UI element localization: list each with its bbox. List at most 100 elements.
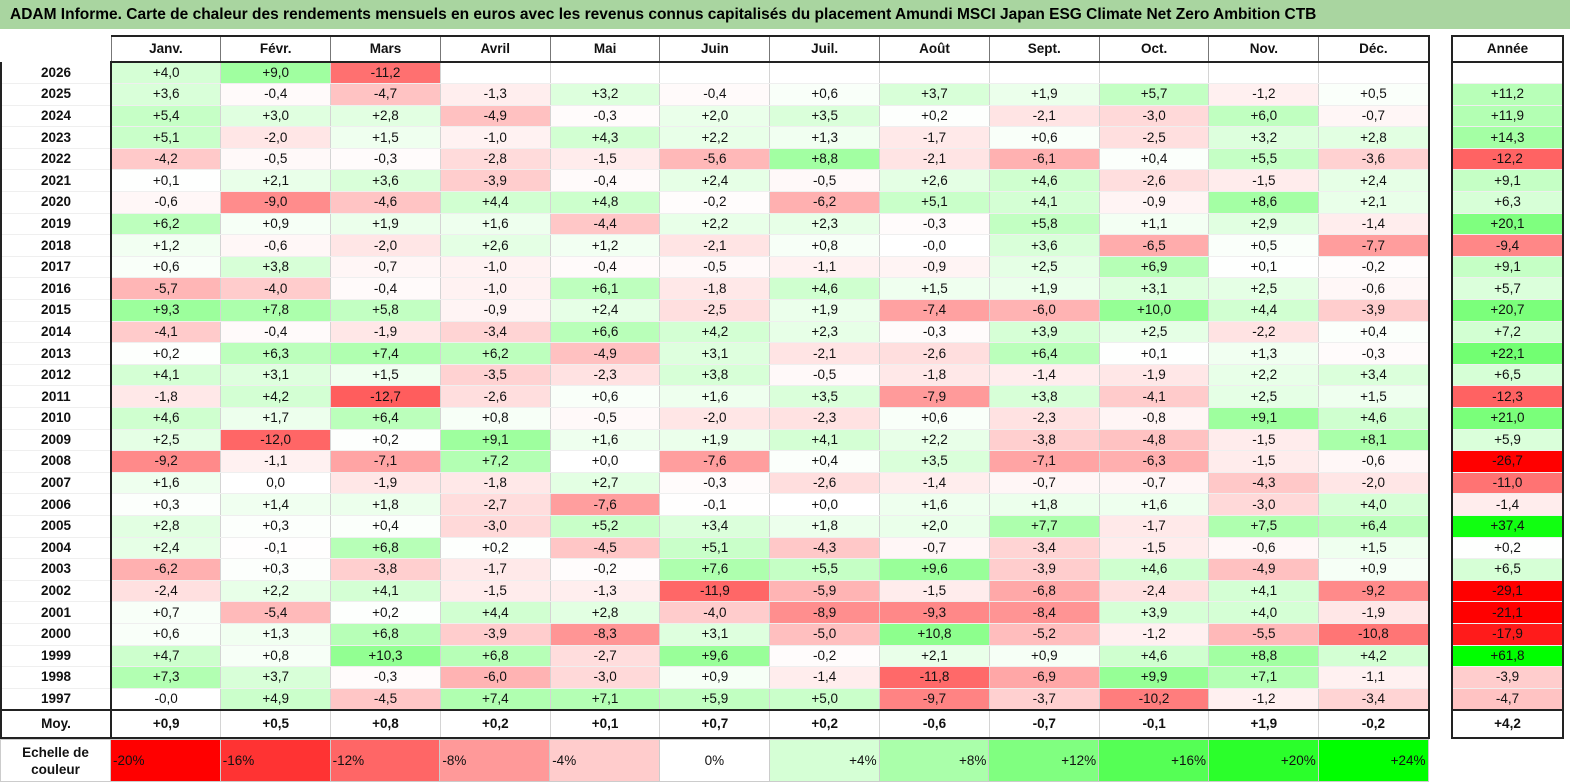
heat-cell-2024-aout: +0,2 xyxy=(879,105,990,128)
heat-cell-2026-juil xyxy=(769,62,881,85)
average-cell-mars: +0,8 xyxy=(330,708,441,739)
heat-cell-2001-aout: -9,3 xyxy=(879,601,990,624)
heat-cell-1999-oct: +4,6 xyxy=(1098,645,1210,668)
month-header-juil: Juil. xyxy=(769,35,881,63)
heat-cell-2020-dec: +2,1 xyxy=(1318,191,1430,214)
year-row-2016: 2016 -5,7 -4,0 -0,4 -1,0 +6,1 -1,8 +4,6 +1,5 +1,9… xyxy=(0,277,1430,301)
heat-cell-2005-juil: +1,8 xyxy=(769,515,881,538)
heat-cell-2008-juin: -7,6 xyxy=(659,450,771,473)
heat-cell-2021-juin: +2,4 xyxy=(659,169,771,193)
heat-cell-2022-juil: +8,8 xyxy=(769,148,881,171)
heat-cell-2020-mai: +4,8 xyxy=(549,191,661,214)
heat-cell-2001-fevr: -5,4 xyxy=(220,601,332,624)
heat-cell-2002-dec: -9,2 xyxy=(1318,580,1430,603)
heat-cell-2002-avril: -1,5 xyxy=(439,580,551,603)
heat-cell-1997-oct: -10,2 xyxy=(1098,688,1210,711)
heat-cell-2022-juin: -5,6 xyxy=(659,148,771,171)
heat-cell-2017-oct: +6,9 xyxy=(1098,256,1210,279)
heat-cell-1999-janv: +4,7 xyxy=(110,645,222,668)
heat-cell-2000-avril: -3,9 xyxy=(439,623,551,646)
heat-cell-1997-nov: -1,2 xyxy=(1208,688,1320,711)
heat-cell-2006-oct: +1,6 xyxy=(1098,493,1210,516)
heat-cell-2008-fevr: -1,1 xyxy=(220,450,332,473)
month-header-oct: Oct. xyxy=(1098,35,1210,63)
heat-cell-2024-nov: +6,0 xyxy=(1208,105,1320,128)
heat-cell-2021-janv: +0,1 xyxy=(110,169,222,193)
heat-cell-2004-avril: +0,2 xyxy=(439,537,551,560)
annual-cell-2017: +9,1 xyxy=(1451,256,1564,279)
heat-cell-2025-juin: -0,4 xyxy=(659,83,771,106)
heat-cell-2020-juil: -6,2 xyxy=(769,191,881,214)
year-row-2021: 2021 +0,1 +2,1 +3,6 -3,9 -0,4 +2,4 -0,5 +2,6 +4,6… xyxy=(0,169,1430,193)
heat-cell-2025-oct: +5,7 xyxy=(1098,83,1210,106)
heat-cell-2003-fevr: +0,3 xyxy=(220,558,332,581)
heat-cell-2002-sept: -6,8 xyxy=(988,580,1100,603)
heat-cell-2020-janv: -0,6 xyxy=(110,191,222,214)
heat-cell-2004-nov: -0,6 xyxy=(1208,537,1320,560)
year-row-2006: 2006 +0,3 +1,4 +1,8 -2,7 -7,6 -0,1 +0,0 +1,6 +1,8… xyxy=(0,493,1430,516)
heat-cell-2005-fevr: +0,3 xyxy=(220,515,332,538)
heat-cell-2003-dec: +0,9 xyxy=(1318,558,1430,581)
heat-cell-2000-dec: -10,8 xyxy=(1318,623,1430,646)
heat-cell-2021-oct: -2,6 xyxy=(1098,169,1210,193)
year-row-2004: 2004 +2,4 -0,1 +6,8 +0,2 -4,5 +5,1 -4,3 -0,7 -3,4… xyxy=(0,537,1430,560)
heat-cell-2008-dec: -0,6 xyxy=(1318,450,1430,473)
heat-cell-2000-juin: +3,1 xyxy=(659,623,771,646)
heat-cell-1999-mai: -2,7 xyxy=(549,645,661,668)
average-cell-aout: -0,6 xyxy=(879,708,990,739)
heat-cell-2007-juil: -2,6 xyxy=(769,472,881,495)
heat-cell-2011-sept: +3,8 xyxy=(988,385,1100,408)
year-row-2001: 2001 +0,7 -5,4 +0,2 +4,4 +2,8 -4,0 -8,9 -9,3 -8,4… xyxy=(0,601,1430,624)
year-label: 2018 xyxy=(0,234,112,257)
heat-cell-2006-juin: -0,1 xyxy=(659,493,771,516)
heat-cell-2019-mai: -4,4 xyxy=(549,213,661,236)
year-row-2023: 2023 +5,1 -2,0 +1,5 -1,0 +4,3 +2,2 +1,3 -1,7 +0,6… xyxy=(0,126,1430,149)
heat-cell-2025-mars: -4,7 xyxy=(330,83,441,106)
heat-cell-1997-dec: -3,4 xyxy=(1318,688,1430,711)
year-row-2008: 2008 -9,2 -1,1 -7,1 +7,2 +0,0 -7,6 +0,4 +3,5 -7,1… xyxy=(0,450,1430,473)
year-label: 2001 xyxy=(0,601,112,624)
heat-cell-2026-aout xyxy=(879,62,990,85)
heat-cell-2020-mars: -4,6 xyxy=(330,191,441,214)
heat-cell-1999-fevr: +0,8 xyxy=(220,645,332,668)
average-cell-sept: -0,7 xyxy=(988,708,1100,739)
heat-cell-2006-dec: +4,0 xyxy=(1318,493,1430,516)
year-row-2017: 2017 +0,6 +3,8 -0,7 -1,0 -0,4 -0,5 -1,1 -0,9 +2,5… xyxy=(0,256,1430,279)
year-row-1999: 1999 +4,7 +0,8 +10,3 +6,8 -2,7 +9,6 -0,2 +2,1 +0,… xyxy=(0,645,1430,668)
annual-cell-2010: +21,0 xyxy=(1451,407,1564,430)
heat-cell-2010-dec: +4,6 xyxy=(1318,407,1430,430)
year-label: 2015 xyxy=(0,299,112,322)
heat-cell-2014-mai: +6,6 xyxy=(549,321,661,344)
year-row-2019: 2019 +6,2 +0,9 +1,9 +1,6 -4,4 +2,2 +2,3 -0,3 +5,8… xyxy=(0,213,1430,236)
heat-cell-2010-aout: +0,6 xyxy=(879,407,990,430)
heat-cell-1997-juil: +5,0 xyxy=(769,688,881,711)
heat-cell-2015-janv: +9,3 xyxy=(110,299,222,322)
heat-cell-2000-aout: +10,8 xyxy=(879,623,990,646)
heat-cell-2020-oct: -0,9 xyxy=(1098,191,1210,214)
annual-cell-2006: -1,4 xyxy=(1451,493,1564,516)
heat-cell-2019-oct: +1,1 xyxy=(1098,213,1210,236)
heat-cell-2010-juil: -2,3 xyxy=(769,407,881,430)
annual-cell-2005: +37,4 xyxy=(1451,515,1564,538)
heat-cell-2007-fevr: 0,0 xyxy=(220,472,332,495)
heat-cell-2013-juin: +3,1 xyxy=(659,342,771,365)
heat-cell-2018-mars: -2,0 xyxy=(330,234,441,257)
heat-cell-2003-aout: +9,6 xyxy=(879,558,990,581)
heat-cell-2006-fevr: +1,4 xyxy=(220,493,332,516)
heat-cell-2003-sept: -3,9 xyxy=(988,558,1100,581)
annual-cell-1998: -3,9 xyxy=(1451,666,1564,689)
year-label: 2017 xyxy=(0,256,112,279)
heat-cell-2008-aout: +3,5 xyxy=(879,450,990,473)
heat-cell-2019-avril: +1,6 xyxy=(439,213,551,236)
annual-cell-2004: +0,2 xyxy=(1451,537,1564,560)
heat-cell-2014-nov: -2,2 xyxy=(1208,321,1320,344)
heat-cell-2013-avril: +6,2 xyxy=(439,342,551,365)
month-header-dec: Déc. xyxy=(1318,35,1430,63)
heat-cell-2017-janv: +0,6 xyxy=(110,256,222,279)
heat-cell-2019-sept: +5,8 xyxy=(988,213,1100,236)
heat-cell-2009-avril: +9,1 xyxy=(439,429,551,452)
heat-cell-2026-oct xyxy=(1098,62,1210,85)
average-cell-juil: +0,2 xyxy=(769,708,881,739)
color-scale-stop: +12% xyxy=(988,739,1100,782)
heat-cell-2013-fevr: +6,3 xyxy=(220,342,332,365)
